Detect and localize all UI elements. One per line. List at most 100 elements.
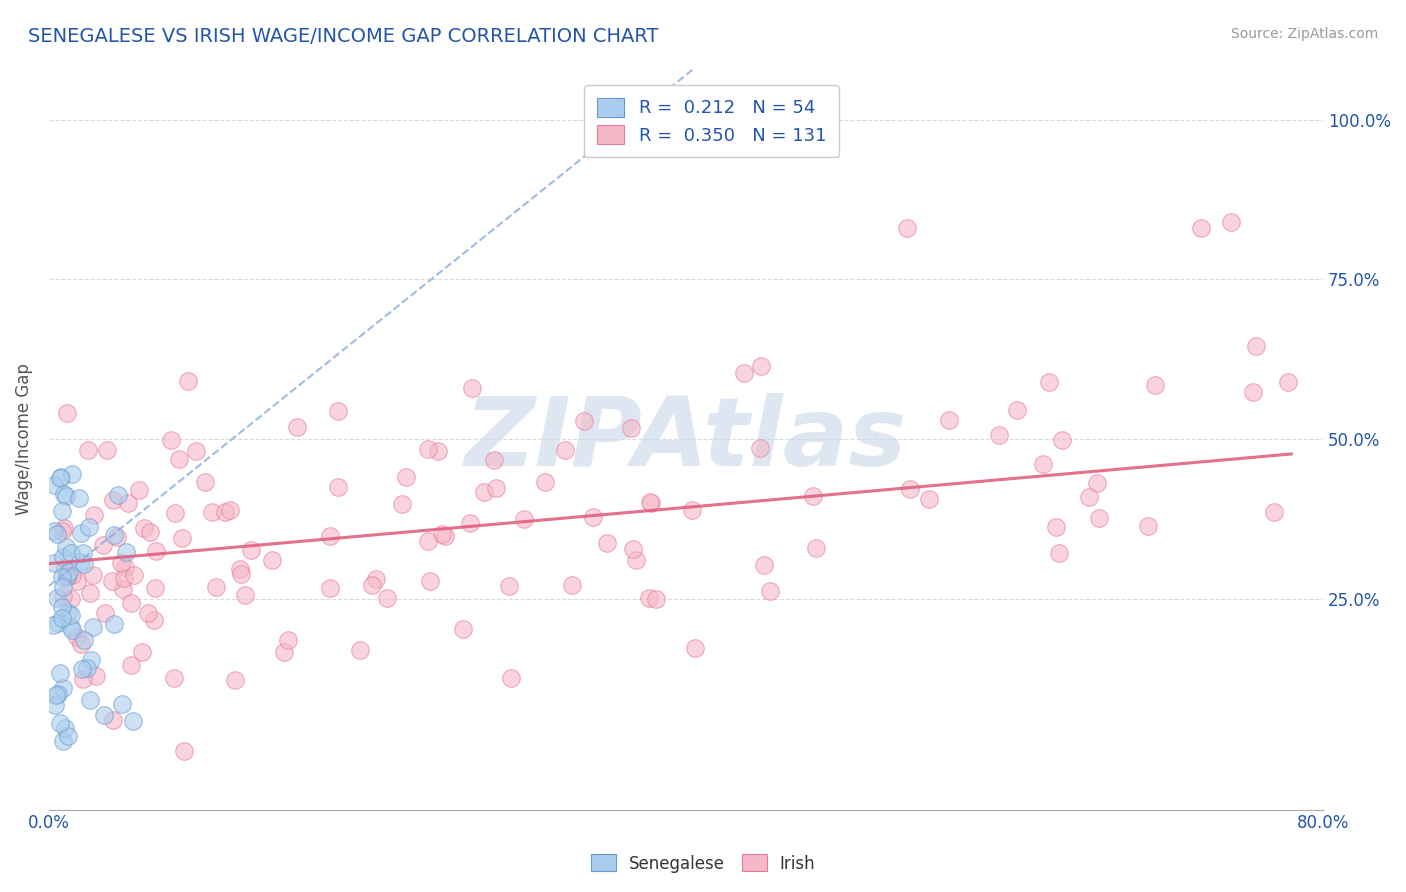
Point: [419, 574, 441, 588]
Point: [896, 221, 918, 235]
Point: [42, 478, 65, 492]
Point: [801, 490, 824, 504]
Point: [1047, 546, 1070, 560]
Point: [42, 556, 65, 570]
Point: [427, 444, 450, 458]
Point: [572, 414, 595, 428]
Text: ZIPAtlas: ZIPAtlas: [465, 392, 907, 485]
Point: [100, 574, 122, 588]
Point: [52, 580, 75, 594]
Point: [364, 572, 387, 586]
Point: [79, 693, 101, 707]
Point: [472, 484, 495, 499]
Point: [229, 562, 252, 576]
Point: [69, 491, 91, 505]
Point: [1219, 215, 1241, 229]
Point: [1143, 378, 1166, 392]
Point: [53, 721, 76, 735]
Point: [73, 558, 96, 572]
Point: [51, 570, 73, 584]
Point: [273, 645, 295, 659]
Point: [139, 524, 162, 539]
Point: [132, 521, 155, 535]
Point: [163, 506, 186, 520]
Point: [262, 553, 284, 567]
Point: [52, 681, 75, 695]
Point: [51, 734, 73, 748]
Point: [640, 495, 662, 509]
Point: [430, 527, 453, 541]
Point: [58, 566, 80, 580]
Point: [988, 428, 1011, 442]
Point: [131, 645, 153, 659]
Point: [101, 492, 124, 507]
Point: [45, 688, 67, 702]
Point: [56, 729, 79, 743]
Point: [45, 591, 67, 605]
Point: [44, 698, 66, 713]
Point: [748, 441, 770, 455]
Point: [482, 453, 505, 467]
Point: [285, 419, 308, 434]
Point: [110, 556, 132, 570]
Point: [52, 487, 75, 501]
Point: [582, 509, 605, 524]
Point: [49, 471, 72, 485]
Point: [167, 451, 190, 466]
Point: [391, 497, 413, 511]
Point: [56, 569, 79, 583]
Point: [219, 502, 242, 516]
Point: [754, 558, 776, 573]
Point: [66, 574, 89, 589]
Point: [1078, 490, 1101, 504]
Point: [60, 546, 83, 560]
Point: [501, 671, 523, 685]
Point: [644, 591, 666, 606]
Point: [56, 407, 79, 421]
Point: [239, 542, 262, 557]
Point: [461, 381, 484, 395]
Point: [513, 512, 536, 526]
Point: [235, 588, 257, 602]
Point: [1189, 221, 1212, 235]
Point: [1241, 384, 1264, 399]
Point: [1032, 457, 1054, 471]
Point: [121, 714, 143, 729]
Point: [120, 658, 142, 673]
Point: [83, 508, 105, 522]
Point: [115, 545, 138, 559]
Point: [681, 503, 703, 517]
Point: [77, 520, 100, 534]
Point: [72, 546, 94, 560]
Point: [214, 505, 236, 519]
Point: [105, 530, 128, 544]
Point: [46, 687, 69, 701]
Point: [1005, 402, 1028, 417]
Point: [55, 541, 77, 555]
Point: [1038, 375, 1060, 389]
Point: [683, 641, 706, 656]
Point: [433, 529, 456, 543]
Point: [117, 496, 139, 510]
Point: [638, 591, 661, 606]
Point: [51, 599, 73, 614]
Point: [624, 552, 647, 566]
Point: [173, 744, 195, 758]
Point: [277, 633, 299, 648]
Point: [621, 542, 644, 557]
Point: [73, 633, 96, 648]
Point: [51, 524, 73, 538]
Point: [733, 367, 755, 381]
Point: [163, 672, 186, 686]
Point: [749, 359, 772, 373]
Point: [326, 480, 349, 494]
Point: [458, 516, 481, 531]
Point: [485, 482, 508, 496]
Point: [1088, 511, 1111, 525]
Point: [60, 467, 83, 481]
Point: [229, 567, 252, 582]
Point: [554, 442, 576, 457]
Text: Source: ZipAtlas.com: Source: ZipAtlas.com: [1230, 27, 1378, 41]
Point: [96, 442, 118, 457]
Text: SENEGALESE VS IRISH WAGE/INCOME GAP CORRELATION CHART: SENEGALESE VS IRISH WAGE/INCOME GAP CORR…: [28, 27, 658, 45]
